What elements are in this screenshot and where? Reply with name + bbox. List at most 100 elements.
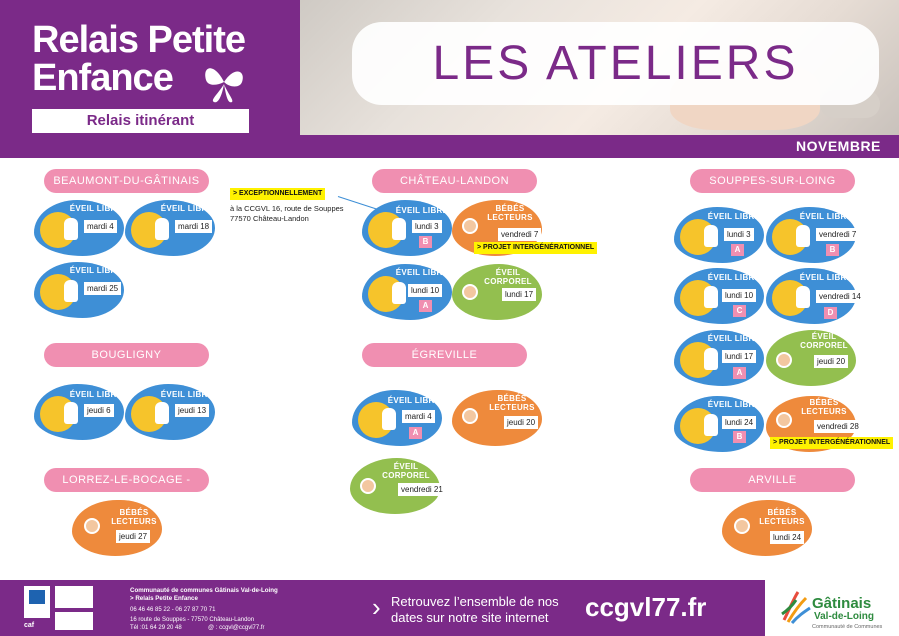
atelier-type-label: ÉVEIL LIBRE [160,204,214,213]
atelier-date: mardi 4 [402,410,435,423]
brand-tagline: Communauté de Communes [812,624,883,630]
atelier-type-label: BÉBÉS LECTEURS [489,394,535,412]
crawling-child-icon [776,352,792,368]
atelier-date: jeudi 27 [116,530,151,543]
footer-email: @ : ccgvl@ccgvl77.fr [208,625,265,631]
child-icon [392,218,406,240]
atelier-date: lundi 24 [722,416,757,429]
group-badge: A [419,300,432,312]
child-icon [704,286,718,308]
child-icon [64,280,78,302]
caf-logo: caf [24,622,35,629]
chevron-right-icon: › [372,592,381,622]
atelier-date: vendredi 28 [814,420,862,433]
atelier-type-label: ÉVEIL LIBRE [799,273,853,282]
group-badge: C [733,305,746,317]
month-label: NOVEMBRE [796,138,881,154]
child-icon [64,218,78,240]
atelier-type-label: ÉVEIL LIBRE [69,390,123,399]
atelier-type-label: ÉVEIL LIBRE [387,396,441,405]
footer-org: Communauté de communes Gâtinais Val-de-L… [130,587,278,594]
brand-subname: Val-de-Loing [814,611,874,622]
atelier-type-label: ÉVEIL LIBRE [395,206,449,215]
atelier-type-label: BÉBÉS LECTEURS [759,508,805,526]
atelier-type-label: ÉVEIL LIBRE [707,334,761,343]
atelier-date: jeudi 13 [175,404,210,417]
partner-logo [55,612,93,630]
atelier-date: mardi 18 [175,220,213,233]
logo-line1: Relais Petite [32,19,246,61]
atelier-type-label: ÉVEIL LIBRE [799,212,853,221]
town-bougligny: BOUGLIGNY [44,343,209,367]
town-egreville: ÉGREVILLE [362,343,527,367]
atelier-date: jeudi 6 [84,404,114,417]
page-title: LES ATELIERS [432,37,799,90]
address-line2: 77570 Château-Landon [230,214,309,223]
atelier-type-label: ÉVEIL CORPOREL [382,462,430,480]
atelier-type-label: ÉVEIL LIBRE [707,273,761,282]
atelier-date: vendredi 7 [816,228,860,241]
atelier-date: lundi 17 [502,288,537,301]
reading-child-icon [776,412,792,428]
exceptionnellement-note: > EXCEPTIONNELLEMENT [230,188,326,200]
atelier-date: vendredi 7 [498,228,542,241]
atelier-type-label: ÉVEIL LIBRE [395,268,449,277]
group-badge: B [826,244,839,256]
child-icon [704,225,718,247]
atelier-type-label: ÉVEIL LIBRE [160,390,214,399]
atelier-date: lundi 17 [722,350,757,363]
atelier-date: lundi 3 [724,228,754,241]
atelier-date: mardi 4 [84,220,117,233]
title-box [352,22,879,105]
atelier-date: lundi 3 [412,220,442,233]
butterfly-icon [205,68,243,103]
group-badge: A [409,427,422,439]
atelier-date: vendredi 14 [816,290,864,303]
atelier-date: jeudi 20 [504,416,539,429]
child-icon [796,225,810,247]
atelier-type-label: ÉVEIL LIBRE [707,212,761,221]
group-badge: D [824,307,837,319]
atelier-date: vendredi 21 [398,483,446,496]
month-band [0,135,899,158]
crawling-child-icon [462,284,478,300]
group-badge: A [733,367,746,379]
child-icon [704,414,718,436]
child-icon [155,218,169,240]
reading-child-icon [734,518,750,534]
child-icon [64,402,78,424]
atelier-type-label: ÉVEIL CORPOREL [800,332,848,350]
partner-logo [55,586,93,608]
atelier-type-label: BÉBÉS LECTEURS [487,204,533,222]
intergenerational-note: > PROJET INTERGÉNÉRATIONNEL [474,242,598,254]
town-beaumont: BEAUMONT-DU-GÂTINAIS [44,169,209,193]
atelier-type-label: ÉVEIL LIBRE [707,400,761,409]
atelier-date: lundi 10 [408,284,443,297]
atelier-date: jeudi 20 [814,355,849,368]
atelier-type-label: ÉVEIL LIBRE [69,204,123,213]
footer-tel: Tél :01 64 29 20 48 [130,625,182,631]
atelier-type-label: BÉBÉS LECTEURS [111,508,157,526]
footer-org-sub: > Relais Petite Enfance [130,595,198,602]
footer-retrouvez: Retrouvez l’ensemble de nos dates sur not… [391,594,559,625]
town-chateau-landon: CHÂTEAU-LANDON [372,169,537,193]
atelier-type-label: BÉBÉS LECTEURS [801,398,847,416]
child-icon [796,286,810,308]
footer-bar [0,580,765,636]
atelier-date: lundi 24 [770,531,805,544]
footer-address: 16 route de Souppes - 77570 Château-Land… [130,617,255,623]
website-link[interactable]: ccgvl77.fr [585,592,707,622]
child-icon [382,408,396,430]
intergenerational-note: > PROJET INTERGÉNÉRATIONNEL [770,437,894,449]
town-arville: ARVILLE [690,468,855,492]
town-souppes: SOUPPES-SUR-LOING [690,169,855,193]
group-badge: B [733,431,746,443]
child-icon [704,348,718,370]
group-badge: B [419,236,432,248]
address-line1: à la CCGVL 16, route de Souppes [230,204,344,213]
crawling-child-icon [360,478,376,494]
logo-line2: Enfance [32,57,174,99]
town-lorrez: LORREZ-LE-BOCAGE - PRÉAUX [44,468,209,510]
atelier-type-label: ÉVEIL CORPOREL [484,268,532,286]
atelier-type-label: ÉVEIL LIBRE [69,266,123,275]
